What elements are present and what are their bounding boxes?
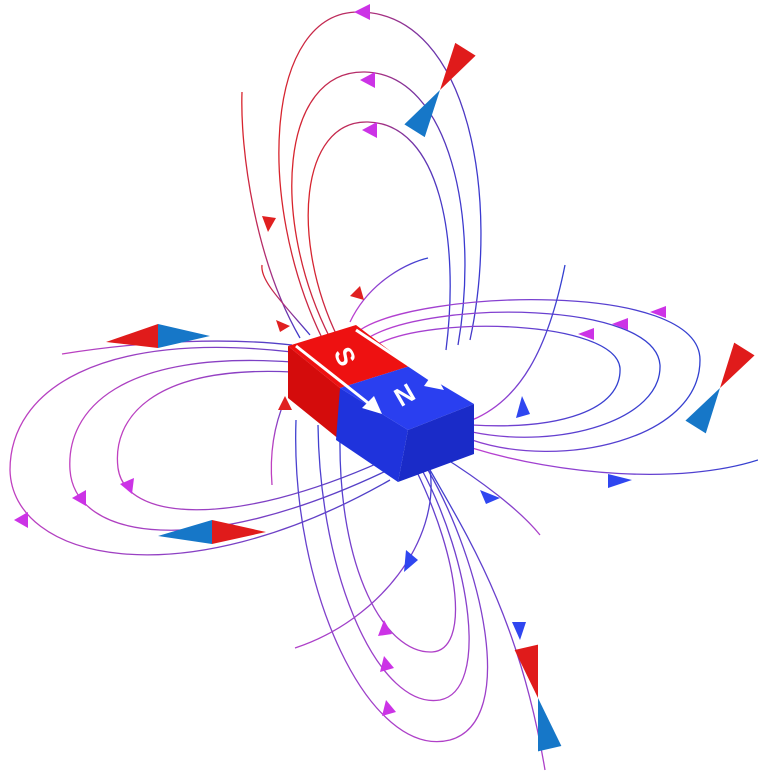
compass-needle	[106, 324, 210, 348]
right-field-lines	[349, 257, 758, 475]
field-line-arrow	[14, 512, 28, 528]
field-line	[471, 447, 758, 475]
magnet-north-end	[398, 404, 474, 482]
field-line-arrow	[378, 620, 392, 636]
field-line	[241, 91, 301, 339]
lower-field-lines	[294, 419, 546, 771]
field-line	[367, 311, 661, 438]
field-line-arrow	[360, 72, 375, 88]
field-line-arrow	[120, 478, 134, 494]
magnet-south-side	[288, 346, 340, 440]
compass-needle	[514, 644, 562, 752]
left-field-lines	[9, 340, 391, 556]
field-line-arrow	[512, 622, 526, 640]
magnet-north-front	[336, 388, 408, 482]
field-line-arrow	[578, 328, 594, 340]
magnetization-arrow-head	[424, 372, 444, 390]
field-line	[261, 264, 311, 336]
field-line	[61, 340, 293, 355]
field-line	[349, 257, 429, 323]
magnet-north-top	[340, 366, 474, 430]
field-line	[375, 325, 621, 427]
field-line	[270, 399, 286, 486]
magnetization-arrows	[295, 328, 444, 414]
field-line	[69, 359, 389, 531]
field-line	[439, 454, 541, 536]
magnetization-arrow	[295, 344, 373, 408]
field-line-arrow	[72, 490, 86, 506]
field-line-arrow	[354, 4, 370, 20]
field-line-arrow	[650, 306, 666, 318]
field-line-arrow	[278, 396, 292, 410]
field-line	[291, 71, 466, 346]
field-line	[116, 370, 386, 511]
field-line	[429, 469, 546, 771]
compass-needles	[106, 42, 755, 752]
upper-field-lines	[241, 11, 482, 351]
field-line-arrow	[362, 122, 377, 138]
compass-needle	[685, 342, 755, 434]
field-line-arrow	[608, 474, 632, 488]
field-line-arrow	[276, 320, 290, 332]
compass-needle	[158, 520, 266, 544]
field-line	[471, 264, 566, 421]
field-line-arrow	[380, 656, 394, 672]
field-line-arrow	[612, 318, 628, 330]
field-line	[294, 469, 432, 649]
field-line	[307, 121, 451, 351]
field-line	[339, 434, 457, 653]
field-line-arrow	[382, 700, 396, 716]
field-arrows	[14, 4, 666, 716]
field-line	[317, 424, 470, 702]
compass-needle	[404, 42, 476, 138]
field-line-arrow	[350, 286, 364, 300]
field-line-arrow	[480, 490, 500, 504]
field-line-arrow	[262, 216, 276, 232]
field-line	[359, 299, 701, 452]
field-line	[295, 419, 489, 743]
magnetization-arrow	[355, 328, 435, 384]
field-line	[9, 346, 391, 556]
magnetization-arrow-head	[362, 396, 382, 414]
magnet-south-top	[288, 325, 410, 388]
field-line-arrow	[516, 396, 530, 418]
bar-magnet: S N	[288, 325, 474, 482]
field-line-arrow	[404, 550, 418, 572]
